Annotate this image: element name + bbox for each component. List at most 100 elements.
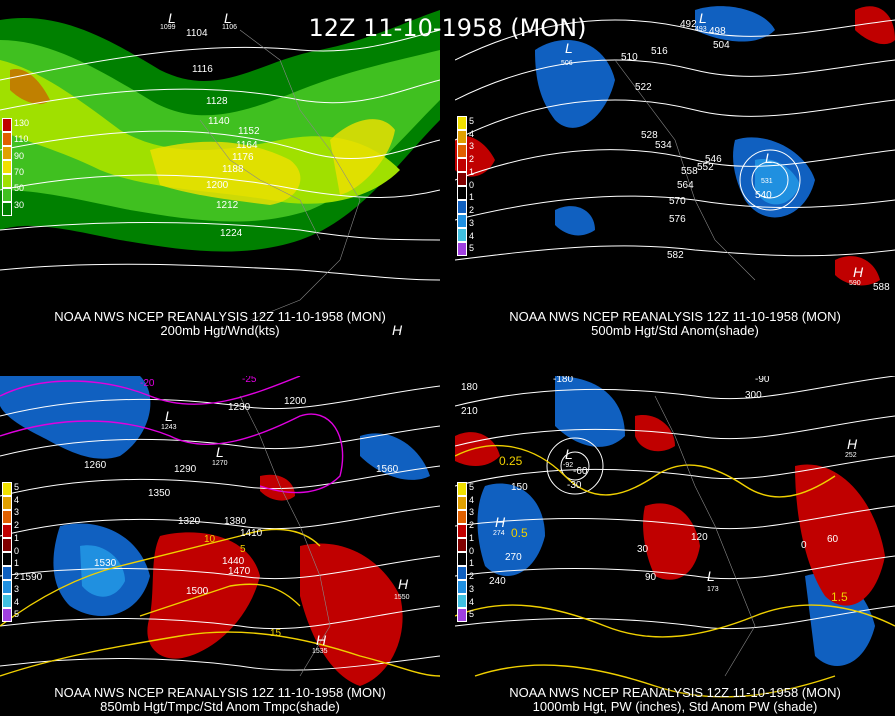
caption-field: 1000mb Hgt, PW (inches), Std Anom PW (sh… xyxy=(532,699,818,714)
low-value: 173 xyxy=(707,586,719,593)
contour-label: 1440 xyxy=(222,556,245,567)
contour-label: 150 xyxy=(511,482,528,493)
pw-label: 0.5 xyxy=(511,526,528,540)
contour-label: 1530 xyxy=(94,558,117,569)
contour-label: 588 xyxy=(873,282,890,293)
contour-label: 1140 xyxy=(208,116,230,127)
panel-500mb: 492 498 504 510 516 522 528 534 540 546 … xyxy=(455,0,895,340)
legend-tick: 5 xyxy=(469,116,475,126)
legend-swatch xyxy=(457,116,467,130)
map-200mb xyxy=(0,0,440,340)
contour-label: 1200 xyxy=(284,396,307,407)
panel-200mb: 1104 1116 1128 1140 1152 1164 1176 1188 … xyxy=(0,0,440,340)
legend-tick: 1 xyxy=(469,558,475,569)
legend-swatch xyxy=(457,496,467,510)
legend-tick: 4 xyxy=(469,494,475,505)
caption-field: 500mb Hgt/Std Anom(shade) xyxy=(591,323,759,338)
legend-swatch xyxy=(457,552,467,566)
legend-tick: 5 xyxy=(469,482,475,492)
contour-label: 582 xyxy=(667,250,684,261)
legend-swatch xyxy=(457,566,467,580)
low-value: 506 xyxy=(561,60,573,67)
legend-swatch xyxy=(457,172,467,186)
legend-swatch xyxy=(2,580,12,594)
contour-label: 1320 xyxy=(178,516,201,527)
contour-label: 504 xyxy=(713,40,730,51)
legend-tick: 0 xyxy=(14,545,20,556)
contour-label: 1410 xyxy=(240,528,263,539)
low-value: 1270 xyxy=(212,460,228,467)
contour-label: 1116 xyxy=(192,64,213,75)
contour-label: 1212 xyxy=(216,200,239,211)
temp-label: 10 xyxy=(204,534,216,545)
legend-tick: 2 xyxy=(469,571,475,582)
legend-tick: 2 xyxy=(14,571,20,582)
legend-tick: 130 xyxy=(14,118,30,128)
high-marker: H xyxy=(316,632,327,648)
legend-tick: 3 xyxy=(469,217,475,228)
high-marker: H xyxy=(392,322,403,338)
map-1000mb xyxy=(455,376,895,716)
high-value: 1535 xyxy=(312,648,328,655)
legend-tick: 70 xyxy=(14,167,25,177)
contour-label: 534 xyxy=(655,140,672,151)
legend-swatch xyxy=(457,214,467,228)
map-500mb xyxy=(455,0,895,340)
contour-label: 552 xyxy=(697,162,714,173)
caption-field: 200mb Hgt/Wnd(kts) xyxy=(160,323,280,338)
high-value: 1550 xyxy=(394,594,410,601)
legend-swatch xyxy=(2,174,12,188)
panel-1000mb: -180 -90 -60 -30 0 30 60 90 120 150 180 … xyxy=(455,376,895,716)
contour-label: 30 xyxy=(637,544,649,555)
legend-swatch xyxy=(2,538,12,552)
contour-label: 564 xyxy=(677,180,694,191)
legend-swatch xyxy=(457,594,467,608)
contour-label: 528 xyxy=(641,130,658,141)
temp-label: -20 xyxy=(140,378,155,389)
legend-swatch xyxy=(457,524,467,538)
low-value: 1106 xyxy=(222,24,238,31)
contour-label: -180 xyxy=(553,376,574,385)
legend-tick: 3 xyxy=(14,507,20,518)
legend-tick: 0 xyxy=(469,179,475,190)
contour-label: -30 xyxy=(567,480,582,491)
legend-tick: 4 xyxy=(14,596,20,607)
high-value: 274 xyxy=(493,530,505,537)
low-marker: L xyxy=(165,408,173,424)
caption-source: NOAA NWS NCEP REANALYSIS 12Z 11-10-1958 … xyxy=(54,685,386,700)
legend-swatch xyxy=(457,608,467,622)
caption-source: NOAA NWS NCEP REANALYSIS 12Z 11-10-1958 … xyxy=(509,309,841,324)
contour-label: 492 xyxy=(680,19,697,30)
contour-label: 1200 xyxy=(206,180,229,191)
legend-swatch xyxy=(457,228,467,242)
contour-label: 300 xyxy=(745,390,762,401)
contour-label: 240 xyxy=(489,576,506,587)
contour-label: 510 xyxy=(621,52,638,63)
contour-label: 1152 xyxy=(238,126,260,137)
contour-label: 90 xyxy=(645,572,657,583)
low-value: 493 xyxy=(695,26,707,33)
page-title: 12Z 11-10-1958 (MON) xyxy=(308,14,587,42)
contour-label: 498 xyxy=(709,26,726,37)
low-marker: L xyxy=(707,568,715,584)
contour-label: 1104 xyxy=(186,28,208,39)
contour-label: 60 xyxy=(827,534,839,545)
legend-swatch xyxy=(2,146,12,160)
contour-label: 570 xyxy=(669,196,686,207)
legend-tick: 110 xyxy=(14,134,29,145)
legend-tick: 5 xyxy=(469,609,475,620)
contour-label: -60 xyxy=(573,466,588,477)
legend-tick: 50 xyxy=(14,183,25,194)
legend-swatch xyxy=(457,130,467,144)
contour-label: 516 xyxy=(651,46,668,57)
high-marker: H xyxy=(853,264,864,280)
contour-label: 546 xyxy=(705,154,722,165)
temp-label: 5 xyxy=(240,544,246,555)
contour-label: 1350 xyxy=(148,488,171,499)
contour-label: 1500 xyxy=(186,586,209,597)
contour-label: 270 xyxy=(505,552,522,563)
low-value: 1243 xyxy=(161,424,177,431)
legend-tick: 30 xyxy=(14,199,25,210)
high-marker: H xyxy=(398,576,409,592)
